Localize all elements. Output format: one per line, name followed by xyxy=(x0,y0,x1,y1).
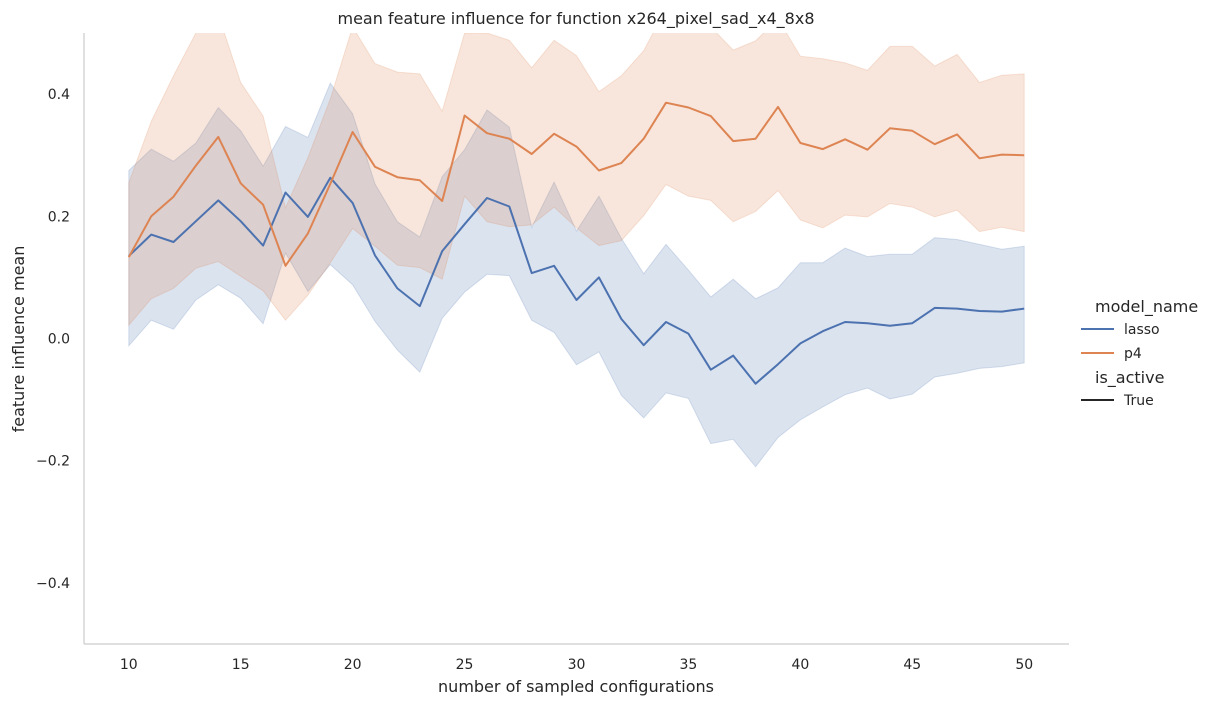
legend-style-label: True xyxy=(1123,393,1154,409)
ci-band-lasso xyxy=(128,82,1025,468)
x-tick-label: 20 xyxy=(344,657,362,673)
chart-title: mean feature influence for function x264… xyxy=(337,9,814,29)
x-tick-label: 15 xyxy=(232,657,250,673)
y-tick-label: 0.0 xyxy=(48,332,70,348)
ci-band-p4 xyxy=(128,33,1025,327)
x-tick-label: 30 xyxy=(568,657,586,673)
x-tick-label: 10 xyxy=(120,657,138,673)
x-tick-labels: 10 15 20 25 30 35 40 45 50 xyxy=(120,657,1033,673)
x-tick-label: 25 xyxy=(456,657,474,673)
series-line-p4 xyxy=(127,101,1025,267)
legend-hue-title: model_name xyxy=(1095,297,1198,317)
y-tick-label: −0.4 xyxy=(36,576,70,592)
legend-label-lasso: lasso xyxy=(1124,322,1160,338)
y-tick-labels: −0.4 −0.2 0.0 0.2 0.4 xyxy=(36,87,70,592)
y-tick-label: −0.2 xyxy=(36,454,70,470)
legend-style-title: is_active xyxy=(1095,368,1164,388)
x-tick-label: 40 xyxy=(791,657,809,673)
x-tick-label: 45 xyxy=(903,657,921,673)
series-lines xyxy=(127,101,1025,385)
y-tick-label: 0.4 xyxy=(48,87,70,103)
x-axis-label: number of sampled configurations xyxy=(438,677,714,696)
x-tick-label: 50 xyxy=(1015,657,1033,673)
legend: model_name lasso p4 is_active True xyxy=(1081,297,1198,409)
y-tick-label: 0.2 xyxy=(48,209,70,225)
legend-label-p4: p4 xyxy=(1124,346,1142,362)
y-axis-label: feature influence mean xyxy=(9,246,28,433)
confidence-bands xyxy=(128,33,1025,468)
series-line-lasso xyxy=(128,176,1025,385)
x-tick-label: 35 xyxy=(680,657,698,673)
